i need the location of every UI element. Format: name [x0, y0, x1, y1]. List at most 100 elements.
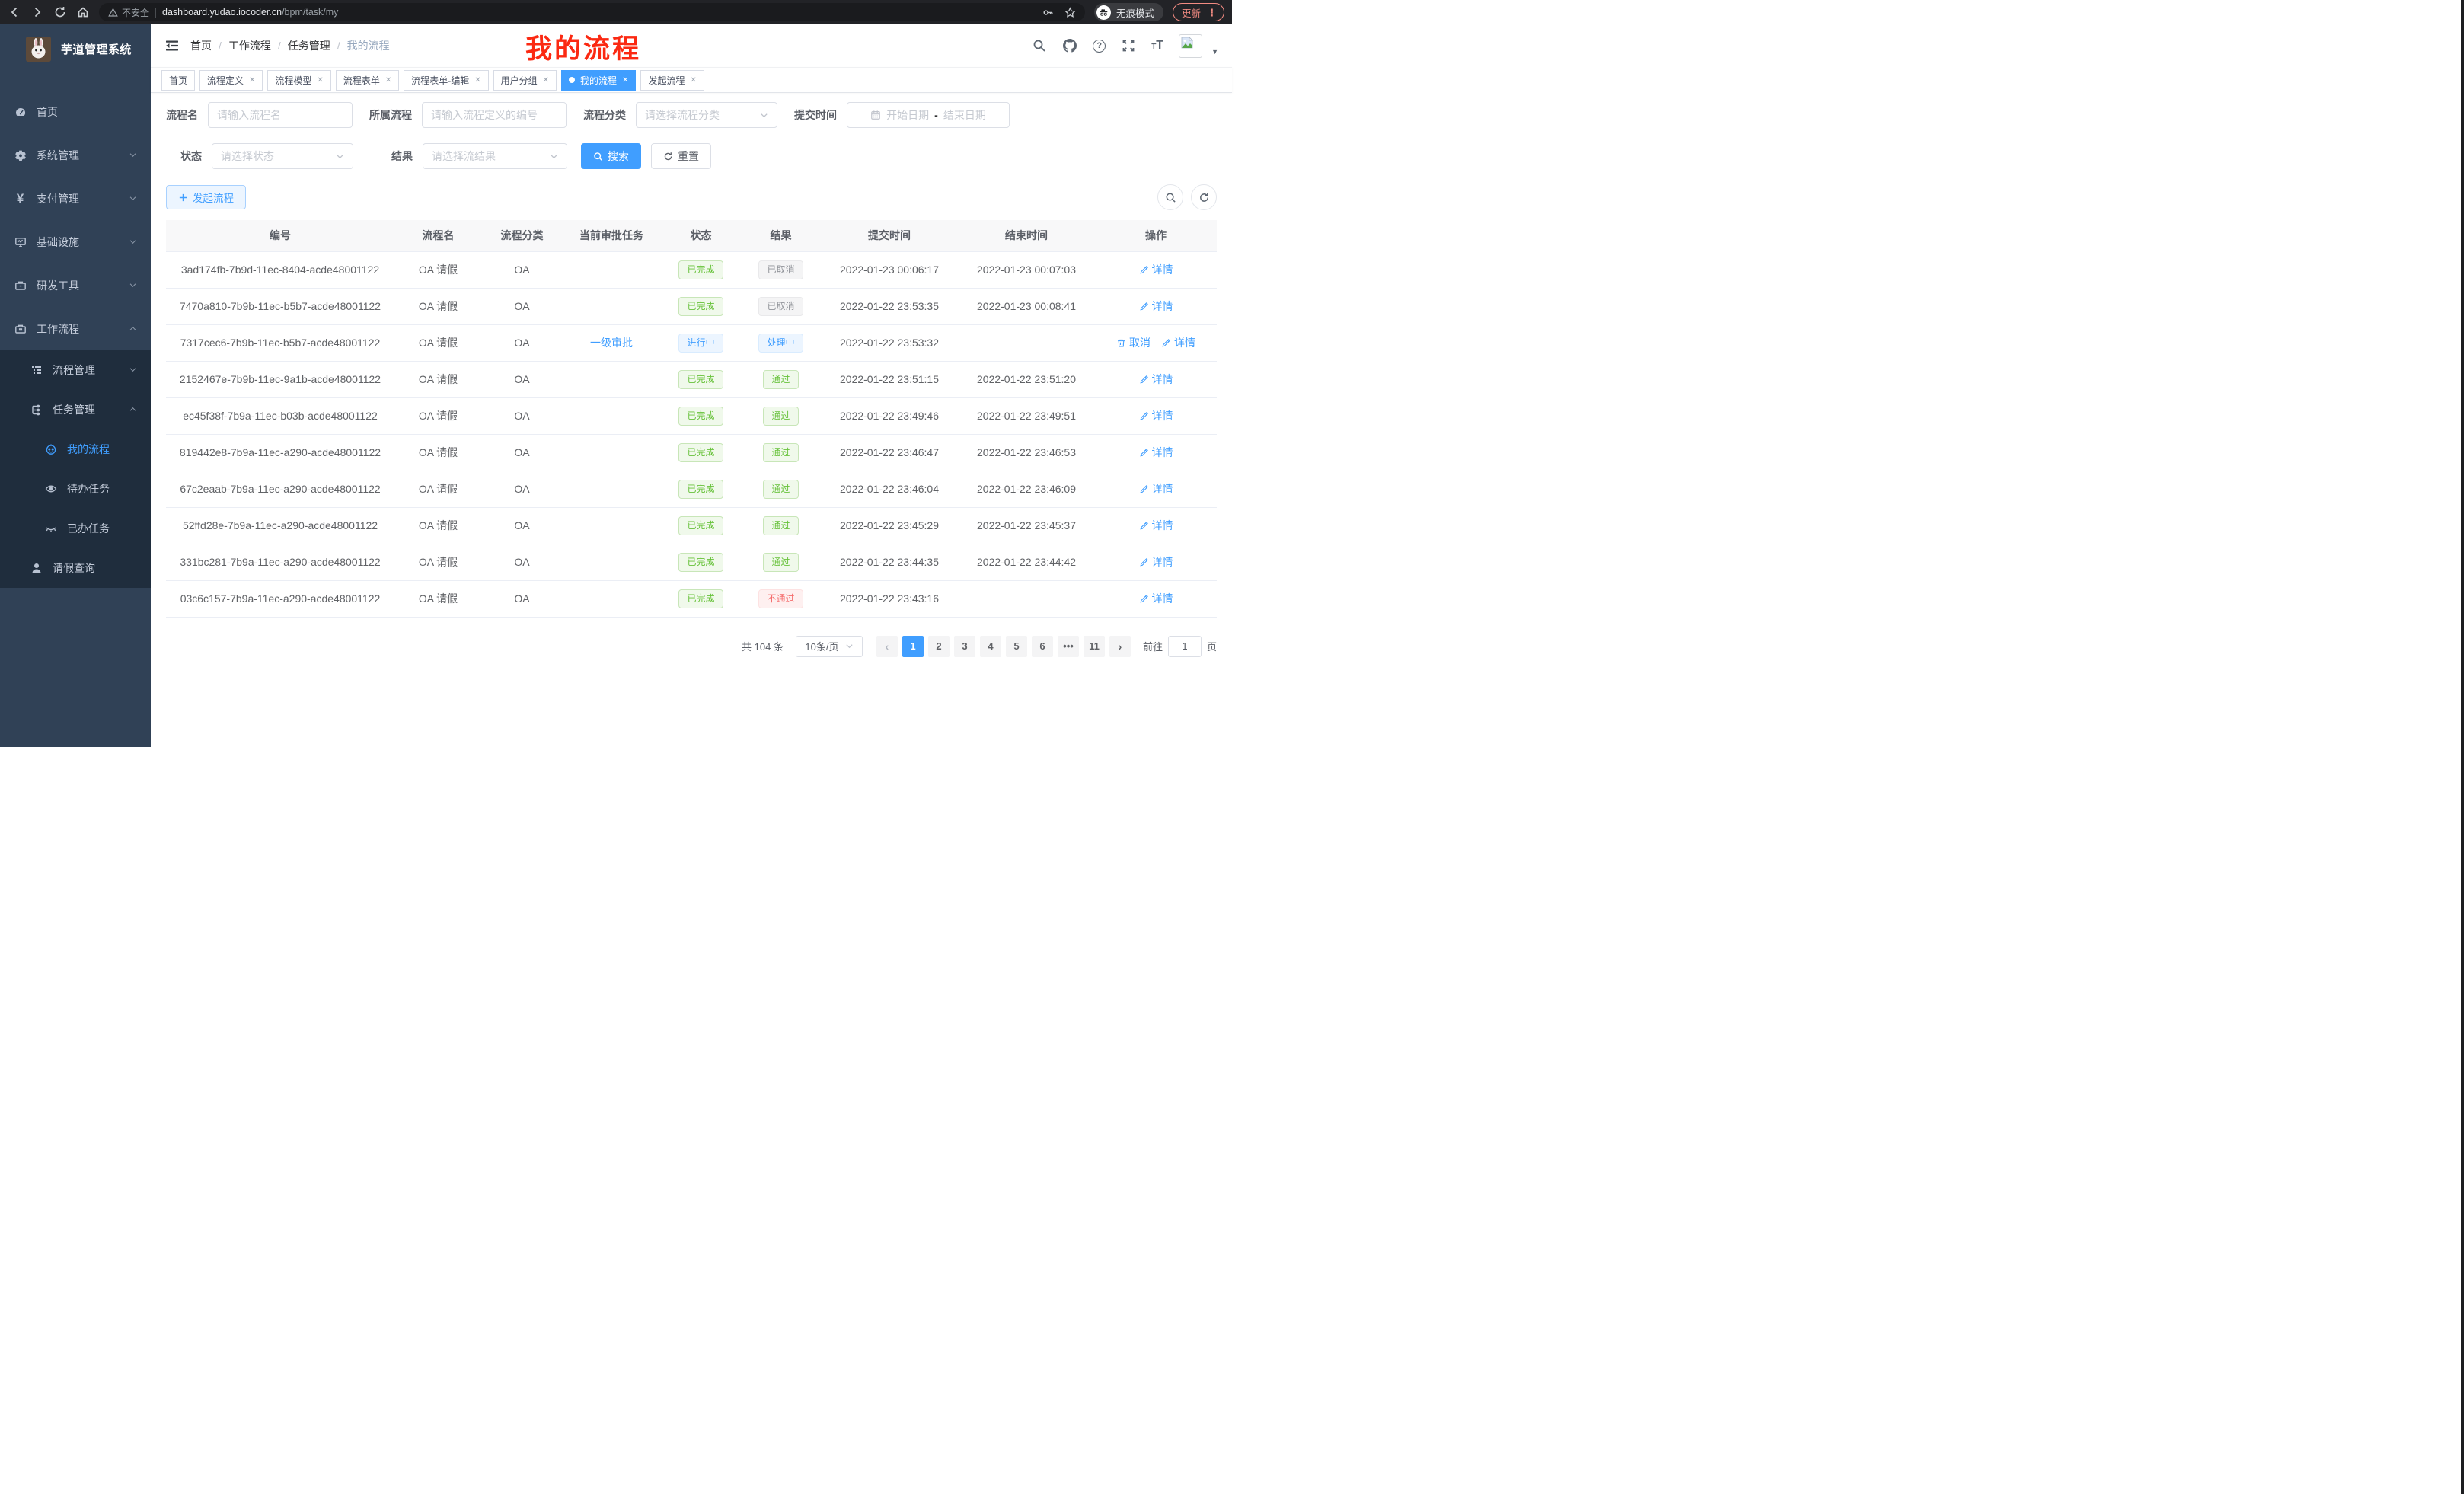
filter-daterange[interactable]: 开始日期 - 结束日期 — [847, 102, 1010, 128]
refresh-button[interactable] — [1191, 184, 1217, 210]
filter-category-label: 流程分类 — [583, 109, 626, 121]
sidebar-item-我的流程[interactable]: 我的流程 — [0, 429, 151, 469]
detail-link[interactable]: 详情 — [1139, 372, 1173, 387]
sidebar-item-基础设施[interactable]: 基础设施 — [0, 220, 151, 263]
cell-end-time: 2022-01-22 23:51:20 — [958, 361, 1095, 398]
detail-link[interactable]: 详情 — [1139, 262, 1173, 277]
sidebar-item-支付管理[interactable]: ¥ 支付管理 — [0, 177, 151, 220]
logo-row[interactable]: 芋道管理系统 — [0, 24, 151, 73]
reload-icon[interactable] — [53, 5, 67, 19]
close-icon[interactable]: ✕ — [385, 75, 392, 85]
column-header-流程分类: 流程分类 — [482, 220, 562, 252]
key-icon[interactable] — [1042, 7, 1054, 18]
pen-icon — [1139, 448, 1149, 458]
active-dot — [569, 77, 576, 83]
fullscreen-icon[interactable] — [1121, 38, 1136, 53]
close-icon[interactable]: ✕ — [474, 75, 481, 85]
search-button[interactable]: 搜索 — [581, 143, 641, 169]
font-size-icon[interactable]: TT — [1151, 39, 1164, 52]
tab-流程定义[interactable]: 流程定义 ✕ — [199, 69, 263, 91]
detail-link[interactable]: 详情 — [1161, 335, 1195, 350]
tab-流程模型[interactable]: 流程模型 ✕ — [267, 69, 331, 91]
task-link[interactable]: 一级审批 — [590, 337, 633, 349]
sidebar-item-首页[interactable]: 首页 — [0, 90, 151, 133]
close-icon[interactable]: ✕ — [622, 75, 629, 85]
close-icon[interactable]: ✕ — [317, 75, 324, 85]
detail-link[interactable]: 详情 — [1139, 518, 1173, 533]
page-button-6[interactable]: 6 — [1031, 635, 1053, 657]
star-icon[interactable] — [1064, 6, 1076, 18]
back-icon[interactable] — [8, 5, 21, 19]
browser-update-button[interactable]: 更新 ⋮ — [1172, 3, 1224, 21]
page-button-11[interactable]: 11 — [1083, 635, 1105, 657]
prev-page-button[interactable]: ‹ — [876, 635, 898, 657]
tab-发起流程[interactable]: 发起流程 ✕ — [640, 69, 704, 91]
more-pages-button[interactable]: ••• — [1057, 635, 1079, 657]
detail-link[interactable]: 详情 — [1139, 591, 1173, 606]
detail-link[interactable]: 详情 — [1139, 445, 1173, 460]
page-button-2[interactable]: 2 — [927, 635, 950, 657]
filter-status-select[interactable]: 请选择状态 — [212, 143, 353, 169]
page-button-5[interactable]: 5 — [1005, 635, 1027, 657]
page-size-select[interactable]: 10条/页 — [795, 635, 863, 657]
github-icon[interactable] — [1062, 38, 1077, 53]
page-button-1[interactable]: 1 — [902, 635, 924, 657]
create-process-button[interactable]: 发起流程 — [166, 185, 246, 209]
collapse-sidebar-icon[interactable] — [164, 38, 180, 53]
sidebar-item-系统管理[interactable]: 系统管理 — [0, 133, 151, 177]
page-button-3[interactable]: 3 — [953, 635, 975, 657]
breadcrumb-workflow[interactable]: 工作流程 — [228, 40, 271, 52]
goto-page-input[interactable]: 1 — [1167, 635, 1202, 657]
sidebar-item-工作流程[interactable]: 工作流程 — [0, 307, 151, 350]
sidebar-item-已办任务[interactable]: 已办任务 — [0, 509, 151, 548]
sidebar-item-流程管理[interactable]: 流程管理 — [0, 350, 151, 390]
cell-category: OA — [482, 507, 562, 544]
tab-我的流程[interactable]: 我的流程 ✕ — [561, 69, 637, 91]
detail-link[interactable]: 详情 — [1139, 298, 1173, 314]
security-warning[interactable]: 不安全 — [108, 6, 149, 19]
avatar[interactable] — [1179, 34, 1203, 58]
forward-icon[interactable] — [30, 5, 44, 19]
filter-name-label: 流程名 — [166, 109, 198, 121]
detail-link[interactable]: 详情 — [1139, 554, 1173, 570]
cell-task — [562, 434, 661, 471]
home-icon[interactable] — [76, 5, 90, 19]
chevron-down-icon — [760, 111, 768, 120]
browser-menu-icon[interactable]: ⋮ — [1207, 6, 1217, 18]
sidebar-item-待办任务[interactable]: 待办任务 — [0, 469, 151, 509]
close-icon[interactable]: ✕ — [542, 75, 550, 85]
close-icon[interactable]: ✕ — [690, 75, 697, 85]
next-page-button[interactable]: › — [1109, 635, 1131, 657]
cell-result: 通过 — [741, 397, 821, 435]
status-badge: 已完成 — [678, 516, 723, 535]
toggle-search-button[interactable] — [1157, 184, 1183, 210]
sidebar-item-请假查询[interactable]: 请假查询 — [0, 548, 151, 588]
search-icon[interactable] — [1032, 38, 1047, 53]
total-count: 共 104 条 — [742, 641, 784, 653]
sidebar-item-研发工具[interactable]: 研发工具 — [0, 263, 151, 307]
detail-link[interactable]: 详情 — [1139, 408, 1173, 423]
tab-流程表单[interactable]: 流程表单 ✕ — [335, 69, 400, 91]
breadcrumb-task[interactable]: 任务管理 — [287, 40, 330, 52]
app-title: 芋道管理系统 — [61, 43, 132, 56]
chevron-down-icon — [129, 236, 137, 248]
tab-用户分组[interactable]: 用户分组 ✕ — [493, 69, 557, 91]
close-icon[interactable]: ✕ — [249, 75, 256, 85]
filter-process-input[interactable]: 请输入流程定义的编号 — [422, 102, 567, 128]
cell-category: OA — [482, 397, 562, 435]
filter-result-select[interactable]: 请选择流结果 — [423, 143, 567, 169]
page-button-4[interactable]: 4 — [979, 635, 1001, 657]
tab-流程表单-编辑[interactable]: 流程表单-编辑 ✕ — [404, 69, 489, 91]
filter-name-input[interactable]: 请输入流程名 — [208, 102, 353, 128]
breadcrumb-home[interactable]: 首页 — [190, 40, 212, 52]
filter-category-select[interactable]: 请选择流程分类 — [636, 102, 777, 128]
reset-button[interactable]: 重置 — [651, 143, 711, 169]
address-bar[interactable]: 不安全 dashboard.yudao.iocoder.cn/bpm/task/… — [99, 3, 1085, 21]
sidebar-item-任务管理[interactable]: 任务管理 — [0, 390, 151, 429]
help-icon[interactable]: ? — [1093, 39, 1106, 53]
tab-首页[interactable]: 首页 — [161, 69, 196, 91]
detail-link[interactable]: 详情 — [1139, 481, 1173, 496]
chevron-down-icon[interactable]: ▼ — [1211, 47, 1218, 56]
cancel-link[interactable]: 取消 — [1116, 335, 1151, 350]
cell-submit-time: 2022-01-22 23:46:04 — [821, 471, 958, 508]
